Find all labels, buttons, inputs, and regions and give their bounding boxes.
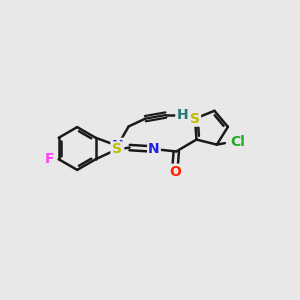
Text: S: S <box>190 112 200 126</box>
Text: H: H <box>176 108 188 122</box>
Text: Cl: Cl <box>230 135 245 149</box>
Text: F: F <box>44 152 54 166</box>
Text: N: N <box>112 139 123 153</box>
Text: S: S <box>112 142 122 156</box>
Text: N: N <box>148 142 160 156</box>
Text: O: O <box>169 165 181 179</box>
